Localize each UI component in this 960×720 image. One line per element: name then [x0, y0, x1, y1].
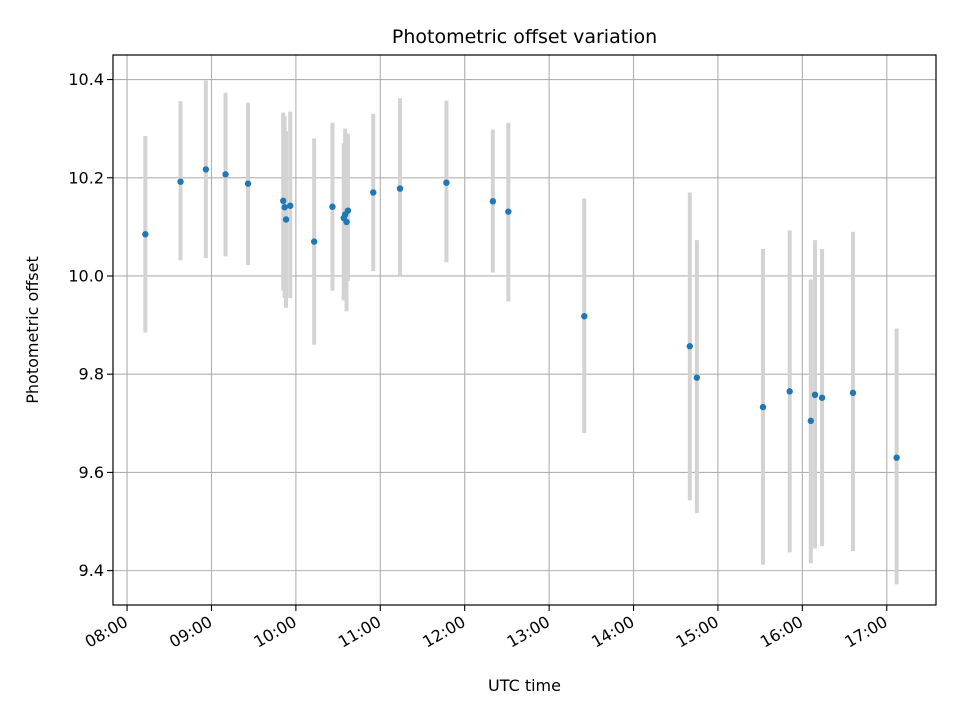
- y-tick-label: 9.6: [79, 463, 104, 482]
- y-tick-label: 10.0: [68, 266, 104, 285]
- chart-title: Photometric offset variation: [392, 26, 657, 48]
- y-tick-label: 10.4: [68, 70, 104, 89]
- data-point: [222, 171, 229, 178]
- y-tick-label: 9.8: [79, 365, 104, 384]
- data-point: [693, 374, 701, 381]
- data-point: [581, 313, 588, 320]
- data-point: [807, 417, 814, 425]
- data-point: [202, 166, 210, 173]
- data-point: [893, 454, 900, 461]
- data-point: [489, 198, 497, 205]
- data-point: [818, 394, 826, 401]
- data-point: [759, 403, 767, 411]
- data-point: [344, 207, 352, 214]
- data-point: [370, 189, 377, 196]
- axes-frame: [112, 54, 937, 606]
- y-axis-label: Photometric offset: [23, 256, 42, 404]
- data-point: [177, 178, 184, 185]
- data-point: [443, 179, 450, 186]
- data-point: [505, 208, 512, 215]
- y-tick-label: 10.2: [68, 168, 104, 187]
- data-point: [811, 391, 819, 399]
- data-point: [686, 343, 694, 350]
- x-axis-label: UTC time: [488, 676, 561, 695]
- grid-lines: [113, 55, 936, 605]
- data-point: [329, 203, 336, 210]
- data-point: [849, 389, 857, 397]
- data-point: [142, 231, 149, 238]
- data-point: [282, 216, 290, 223]
- data-point: [281, 204, 288, 211]
- data-point: [310, 238, 318, 245]
- data-point: [280, 197, 287, 205]
- data-point: [396, 185, 404, 192]
- y-tick-label: 9.4: [79, 561, 104, 580]
- data-point: [244, 180, 252, 187]
- y-axis-ticks: 9.4 9.6 9.8 10.0 10.2 10.4: [68, 70, 113, 580]
- data-point: [343, 218, 350, 226]
- data-point: [287, 202, 294, 209]
- data-points: [142, 166, 900, 461]
- data-point: [786, 388, 793, 395]
